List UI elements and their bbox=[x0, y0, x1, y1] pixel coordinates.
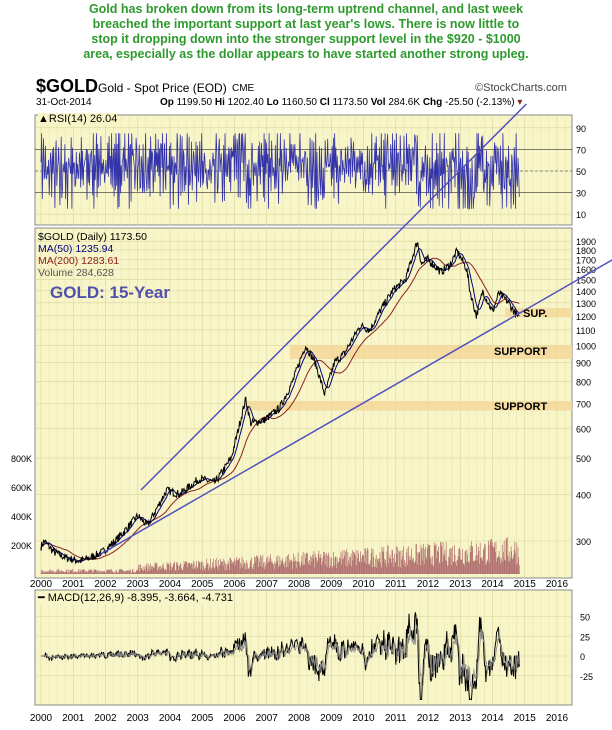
symbol: $GOLD bbox=[36, 76, 99, 96]
legend-ma50: MA(50) 1235.94 bbox=[38, 243, 114, 255]
x-tick-label: 2016 bbox=[546, 579, 569, 590]
x-tick-label: 2002 bbox=[94, 713, 117, 724]
support-zone bbox=[245, 401, 572, 411]
x-tick-label: 2009 bbox=[320, 579, 343, 590]
volume-tick-label: 600K bbox=[11, 483, 32, 493]
price-tick-label: 1400 bbox=[576, 287, 596, 297]
macd-tick-label: 50 bbox=[580, 613, 590, 623]
price-tick-label: 400 bbox=[576, 490, 591, 500]
x-tick-label: 2015 bbox=[514, 579, 537, 590]
headline-line: stop it dropping down into the stronger … bbox=[91, 32, 521, 46]
chart-annotation: GOLD: 15-Year bbox=[50, 283, 170, 302]
x-tick-label: 2005 bbox=[191, 713, 214, 724]
legend-ma200: MA(200) 1283.61 bbox=[38, 255, 120, 267]
x-tick-label: 2010 bbox=[352, 579, 375, 590]
upper-trendline bbox=[140, 103, 527, 491]
price-tick-label: 500 bbox=[576, 454, 591, 464]
rsi-tick-label: 70 bbox=[576, 145, 586, 155]
price-tick-label: 300 bbox=[576, 537, 591, 547]
x-tick-label: 2006 bbox=[223, 579, 246, 590]
rsi-line bbox=[40, 133, 520, 210]
price-tick-label: 700 bbox=[576, 399, 591, 409]
headline-line: area, especially as the dollar appears t… bbox=[83, 47, 529, 61]
date: 31-Oct-2014 bbox=[36, 97, 92, 108]
legend-volume: Volume 284,628 bbox=[38, 267, 114, 279]
macd-legend: ━ MACD(12,26,9) -8.395, -3.664, -4.731 bbox=[38, 592, 233, 605]
x-tick-label: 2013 bbox=[449, 579, 472, 590]
headline-line: Gold has broken down from its long-term … bbox=[88, 2, 524, 16]
price-tick-label: 600 bbox=[576, 424, 591, 434]
lower-trendline bbox=[98, 259, 612, 556]
x-tick-label: 2003 bbox=[127, 713, 150, 724]
x-tick-label: 2013 bbox=[449, 713, 472, 724]
x-tick-label: 2000 bbox=[30, 713, 53, 724]
macd-tick-label: 0 bbox=[580, 652, 585, 662]
instrument-name: Gold - Spot Price (EOD) bbox=[98, 81, 227, 95]
price-tick-label: 1500 bbox=[576, 276, 596, 286]
price-tick-label: 1300 bbox=[576, 299, 596, 309]
legend-price: $GOLD (Daily) 1173.50 bbox=[38, 231, 147, 243]
x-tick-label: 2014 bbox=[481, 713, 504, 724]
x-tick-label: 2004 bbox=[159, 713, 182, 724]
x-tick-label: 2008 bbox=[288, 579, 311, 590]
x-tick-label: 2000 bbox=[30, 579, 53, 590]
x-tick-label: 2006 bbox=[223, 713, 246, 724]
price-tick-label: 800 bbox=[576, 378, 591, 388]
x-tick-label: 2011 bbox=[385, 713, 407, 724]
x-tick-label: 2014 bbox=[481, 579, 504, 590]
macd-signal-line bbox=[41, 623, 520, 687]
support-zone bbox=[290, 345, 572, 359]
x-tick-label: 2005 bbox=[191, 579, 214, 590]
price-tick-label: 1000 bbox=[576, 341, 596, 351]
x-tick-label: 2001 bbox=[62, 579, 85, 590]
price-line bbox=[40, 241, 520, 565]
x-tick-label: 2002 bbox=[94, 579, 117, 590]
exchange: CME bbox=[232, 83, 255, 94]
x-tick-label: 2001 bbox=[62, 713, 85, 724]
ma200-line bbox=[40, 257, 520, 560]
rsi-tick-label: 50 bbox=[576, 167, 586, 177]
x-tick-label: 2016 bbox=[546, 713, 569, 724]
x-tick-label: 2009 bbox=[320, 713, 343, 724]
price-tick-label: 1700 bbox=[576, 255, 596, 265]
price-tick-label: 1600 bbox=[576, 265, 596, 275]
price-tick-label: 1200 bbox=[576, 312, 596, 322]
x-tick-label: 2012 bbox=[417, 713, 440, 724]
macd-tick-label: 25 bbox=[580, 632, 590, 642]
x-tick-label: 2007 bbox=[256, 579, 279, 590]
price-legend: $GOLD (Daily) 1173.50 MA(50) 1235.94 MA(… bbox=[38, 231, 147, 279]
price-tick-label: 1900 bbox=[576, 237, 596, 247]
rsi-tick-label: 10 bbox=[576, 210, 586, 220]
support-label: SUPPORT bbox=[494, 401, 548, 413]
volume-tick-label: 800K bbox=[11, 454, 32, 464]
x-tick-label: 2008 bbox=[288, 713, 311, 724]
x-tick-label: 2010 bbox=[352, 713, 375, 724]
x-tick-label: 2004 bbox=[159, 579, 182, 590]
support-label: SUP. bbox=[523, 308, 548, 320]
x-tick-label: 2015 bbox=[514, 713, 537, 724]
macd-tick-label: -25 bbox=[580, 672, 593, 682]
copyright: ©StockCharts.com bbox=[475, 82, 567, 94]
x-tick-label: 2011 bbox=[385, 579, 407, 590]
price-tick-label: 1100 bbox=[576, 326, 595, 336]
headline: Gold has broken down from its long-term … bbox=[0, 2, 612, 62]
x-tick-label: 2012 bbox=[417, 579, 440, 590]
x-tick-label: 2003 bbox=[127, 579, 150, 590]
rsi-tick-label: 90 bbox=[576, 124, 586, 134]
volume-tick-label: 200K bbox=[11, 541, 32, 551]
volume-tick-label: 400K bbox=[11, 512, 32, 522]
support-zone bbox=[505, 307, 572, 318]
price-tick-label: 1800 bbox=[576, 246, 596, 256]
rsi-legend: ▲RSI(14) 26.04 bbox=[38, 113, 118, 126]
support-label: SUPPORT bbox=[494, 346, 548, 358]
ohlc-readout: Op 1199.50 Hi 1202.40 Lo 1160.50 Cl 1173… bbox=[160, 97, 523, 108]
x-tick-label: 2007 bbox=[256, 713, 279, 724]
price-tick-label: 900 bbox=[576, 359, 591, 369]
headline-line: breached the important support at last y… bbox=[92, 17, 520, 31]
rsi-tick-label: 30 bbox=[576, 189, 586, 199]
